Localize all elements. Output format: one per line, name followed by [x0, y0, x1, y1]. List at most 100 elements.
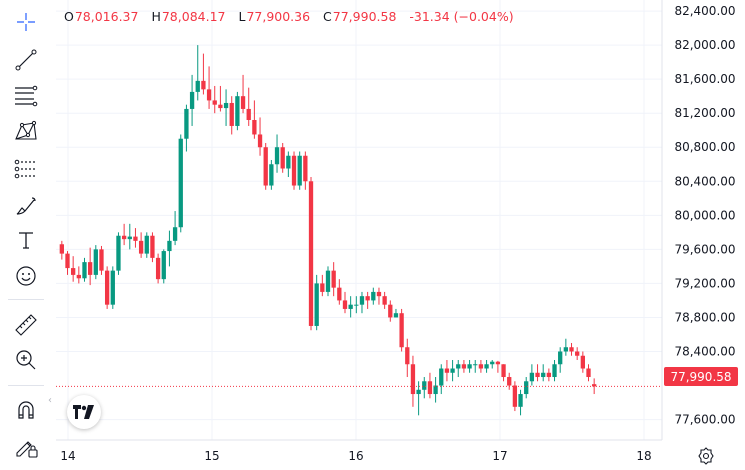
candle-body [524, 381, 529, 395]
candle-body [541, 372, 546, 378]
emoji-tool[interactable] [8, 262, 44, 290]
candle-body [592, 384, 597, 387]
candle-body [320, 283, 325, 292]
candle-body [529, 372, 535, 382]
y-axis-label: 78,800.00 [674, 310, 735, 324]
candle-body [76, 274, 81, 279]
candle-body [484, 364, 489, 369]
candle-body [393, 313, 399, 318]
tradingview-logo[interactable] [67, 395, 101, 429]
open-value: 78,016.37 [74, 9, 139, 24]
candle-body [575, 351, 580, 356]
zoom-in-tool[interactable] [8, 346, 44, 374]
candle-body [586, 368, 591, 378]
zoom-in-icon [16, 350, 36, 370]
fib-retracement-tool[interactable] [8, 82, 44, 110]
close-value: 77,990.58 [332, 9, 397, 24]
x-axis-label: 15 [204, 449, 219, 463]
candle-body [87, 262, 93, 275]
candle-body [416, 389, 421, 395]
candle-body [93, 249, 98, 275]
candle-body [461, 364, 467, 369]
tradingview-logo-icon [73, 405, 94, 419]
candle-body [354, 304, 359, 306]
candle-body [399, 313, 404, 348]
candle-body [127, 236, 132, 240]
close-label: C [323, 9, 332, 24]
candle-body [490, 361, 495, 365]
candle-body [218, 104, 223, 109]
candle-body [144, 235, 149, 254]
y-axis-label: 80,400.00 [674, 174, 735, 188]
y-axis-label: 77,600.00 [674, 413, 735, 427]
magnet-icon [18, 401, 34, 419]
crosshair-tool[interactable] [8, 8, 44, 36]
current-price-label: 77,990.58 [664, 367, 738, 386]
candle-body [161, 251, 166, 280]
y-axis-label: 82,400.00 [674, 4, 735, 18]
y-axis-label: 80,000.00 [674, 208, 735, 222]
candle-body [71, 268, 76, 275]
candle-body [371, 291, 376, 301]
x-axis-label: 18 [636, 449, 651, 463]
drawing-toolbar [0, 0, 52, 470]
candle-body [478, 364, 484, 369]
xabcd-pattern-icon [15, 120, 37, 140]
candle-body [206, 89, 212, 101]
y-axis-label: 79,600.00 [674, 242, 735, 256]
candle-body [212, 100, 217, 105]
trend-line-tool[interactable] [8, 46, 44, 74]
candle-body [116, 235, 121, 271]
settings-icon[interactable] [696, 446, 716, 466]
chevron-left-icon: ‹ [48, 394, 52, 406]
candle-body [467, 364, 472, 369]
candle-body [184, 108, 189, 139]
x-axis-label: 17 [492, 449, 507, 463]
low-value: 77,900.36 [246, 9, 311, 24]
candle-body [382, 296, 387, 305]
lock-drawing-tool[interactable] [8, 433, 44, 461]
candle-body [82, 262, 87, 279]
forecast-tool[interactable] [8, 155, 44, 183]
crosshair-icon [17, 13, 35, 31]
lock-drawing-icon [16, 441, 38, 458]
candle-body [110, 270, 115, 305]
brush-tool[interactable] [8, 192, 44, 220]
candle-body [580, 355, 585, 369]
candle-body [410, 364, 416, 395]
y-axis-label: 81,600.00 [674, 72, 735, 86]
collapse-toolbar-button[interactable]: ‹ [45, 390, 55, 410]
text-tool[interactable] [8, 226, 44, 254]
high-value: 78,084.17 [161, 9, 226, 24]
candle-body [325, 270, 331, 292]
magnet-tool[interactable] [8, 396, 44, 424]
candle-body [150, 235, 155, 258]
low-label: L [238, 9, 246, 24]
candle-body [552, 364, 557, 378]
candle-body [558, 351, 563, 365]
candle-body [473, 364, 478, 366]
candle-body [59, 244, 64, 254]
pattern-tool[interactable] [8, 117, 44, 145]
candle-body [99, 249, 104, 271]
high-label: H [151, 9, 161, 24]
candle-body [314, 283, 319, 326]
candle-body [201, 80, 206, 90]
candle-body [235, 96, 240, 126]
candle-body [269, 164, 274, 186]
candle-body [342, 300, 348, 309]
ruler-tool[interactable] [8, 311, 44, 339]
candle-body [308, 181, 314, 326]
candle-body [512, 385, 518, 407]
candle-body [569, 347, 574, 352]
candle-body [297, 155, 302, 186]
candle-body [172, 227, 178, 241]
y-axis-label: 79,200.00 [674, 276, 735, 290]
long-position-icon [14, 159, 37, 179]
candle-body [274, 147, 280, 165]
emoji-icon [16, 266, 36, 286]
candle-body [518, 394, 523, 407]
candle-body [246, 108, 251, 120]
candle-body [155, 257, 161, 280]
